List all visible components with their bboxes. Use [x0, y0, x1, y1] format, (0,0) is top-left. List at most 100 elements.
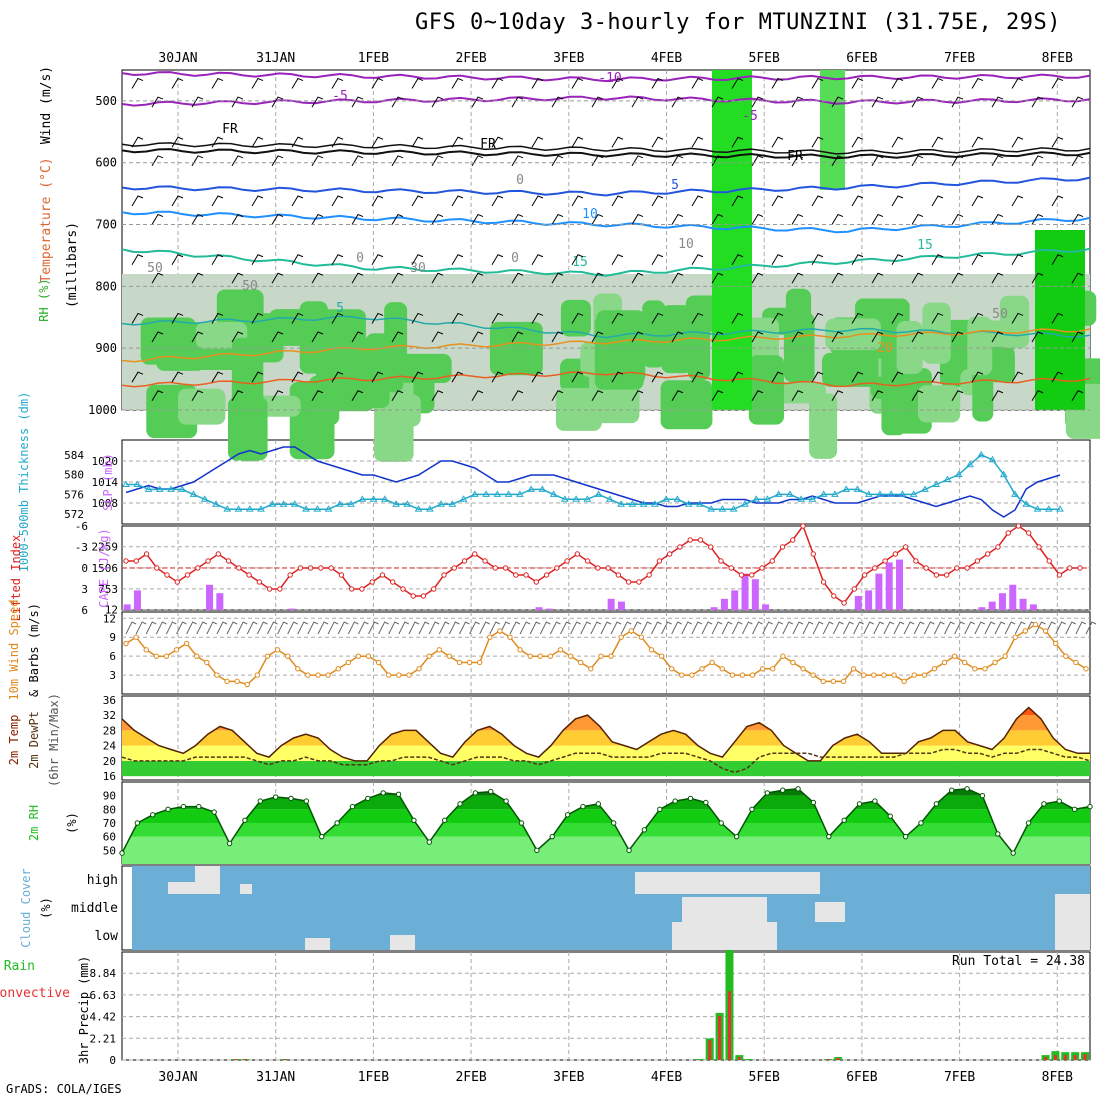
- li-line-marker: [390, 579, 396, 585]
- wind-barb: [651, 136, 664, 148]
- wind-barb: [551, 213, 564, 225]
- wind-speed-line-marker: [557, 647, 564, 653]
- thickness-line-marker: [324, 505, 333, 512]
- wind-barb: [671, 331, 684, 343]
- wind-barb: [1071, 272, 1084, 284]
- wind-barb: [531, 136, 544, 148]
- rh-blob: [987, 346, 1015, 383]
- thickness-line-marker: [853, 485, 862, 492]
- wind-barb: [971, 371, 984, 383]
- li-line-marker: [749, 572, 755, 578]
- top-date-label: 30JAN: [158, 51, 197, 66]
- wind-barb: [571, 254, 584, 265]
- wind-speed-line-marker: [962, 659, 968, 666]
- cape-bar: [216, 593, 224, 610]
- rh-line-marker: [610, 820, 617, 826]
- pressure-tick: 900: [95, 341, 117, 355]
- wind-barb: [911, 155, 924, 167]
- ylabel-wind-speed: 10m Wind Speed: [7, 599, 21, 700]
- precip-total-bar: [745, 1059, 754, 1060]
- wind-barb: [531, 312, 544, 324]
- li-line-marker: [584, 558, 591, 564]
- sfc-wind-barb: [984, 621, 996, 635]
- wind-barb: [971, 312, 984, 324]
- rh-tick: 70: [103, 817, 116, 830]
- wind-barb: [751, 331, 764, 343]
- wind-speed-line-marker: [921, 672, 928, 678]
- rh-line-marker: [687, 795, 694, 802]
- rh-line-marker: [964, 786, 970, 792]
- li-line-marker: [605, 565, 611, 571]
- wind-barb: [1031, 155, 1044, 167]
- thickness-line-marker: [482, 490, 490, 497]
- wind-barb: [511, 331, 524, 343]
- precip-total-bar: [695, 1059, 704, 1060]
- rh-line-marker: [211, 809, 217, 815]
- precip-convective-bar: [1063, 1055, 1067, 1060]
- wind-barb: [1011, 371, 1024, 383]
- li-line-marker: [841, 600, 847, 606]
- wind-speed-line-marker: [668, 666, 675, 672]
- wind-barb: [851, 195, 864, 207]
- wind-barb: [411, 195, 424, 207]
- wind-barb: [371, 136, 384, 148]
- sfc-wind-barb: [620, 621, 632, 635]
- wind-barb: [311, 213, 324, 225]
- precip-convective-bar: [727, 991, 731, 1060]
- cape-bar: [288, 608, 296, 610]
- cape-bar: [731, 590, 739, 610]
- wind-barb: [231, 272, 244, 284]
- precip-tick: 4.42: [90, 1011, 117, 1024]
- li-line-marker: [287, 572, 293, 578]
- wind-speed-line-marker: [527, 653, 533, 659]
- wind-barb: [191, 390, 204, 401]
- wind-barb: [451, 371, 464, 383]
- li-line-marker: [1026, 530, 1032, 536]
- wind-barb: [851, 312, 864, 324]
- precip-convective-bar: [836, 1058, 840, 1060]
- rh-line-marker: [457, 801, 463, 807]
- wind-barb: [831, 331, 844, 343]
- temp-tick: 24: [103, 740, 117, 753]
- sfc-wind-barb: [832, 621, 844, 635]
- li-line-marker: [738, 572, 745, 578]
- sfc-wind-barb: [752, 621, 763, 635]
- top-date-label: 2FEB: [455, 51, 486, 66]
- wind-barb: [831, 272, 844, 284]
- sfc-wind-barb: [438, 621, 450, 635]
- contour-label: 15: [917, 238, 933, 253]
- rh-blob: [399, 353, 452, 384]
- wind-speed-line-marker: [638, 634, 645, 640]
- thickness-line-marker: [549, 490, 558, 497]
- temp-band: [122, 707, 1090, 716]
- wind-speed-line-marker: [739, 672, 746, 678]
- wind-barb: [611, 195, 624, 207]
- thickness-line-marker: [864, 490, 873, 497]
- sfc-wind-barb: [226, 621, 238, 635]
- cape-bar: [741, 573, 749, 610]
- precip-convective-bar: [1053, 1055, 1057, 1060]
- wind-speed-line-marker: [183, 640, 190, 647]
- thickness-line-marker: [335, 500, 344, 507]
- wind-barb: [671, 96, 684, 108]
- rh-line-marker: [303, 798, 310, 804]
- thickness-line-marker: [605, 495, 614, 502]
- rh-line-marker: [580, 803, 586, 810]
- wind-barb: [171, 371, 184, 383]
- cape-bar: [1019, 598, 1027, 610]
- thickness-tick: 576: [64, 488, 84, 501]
- li-line-marker: [318, 565, 324, 571]
- thickness-line-marker: [943, 475, 952, 483]
- thickness-line-marker: [662, 495, 671, 502]
- wind-barb: [711, 96, 724, 108]
- rh-column: [820, 70, 845, 190]
- wind-barb: [951, 272, 964, 284]
- wind-barb: [291, 312, 304, 324]
- wind-barb: [611, 312, 624, 324]
- thickness-line-marker: [504, 490, 513, 497]
- li-line-marker: [1046, 558, 1052, 564]
- sfc-wind-barb: [964, 621, 975, 635]
- li-line-marker: [1005, 530, 1011, 536]
- wind-barb: [731, 195, 744, 207]
- sfc-wind-barb: [267, 621, 278, 635]
